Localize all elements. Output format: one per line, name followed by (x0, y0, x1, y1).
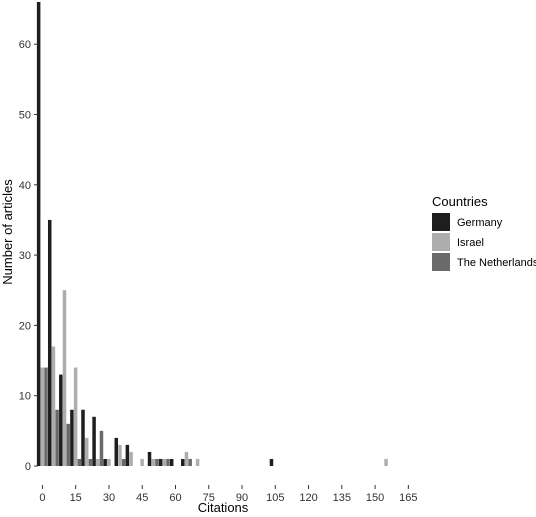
bar (125, 444, 130, 466)
bar (384, 458, 388, 466)
y-tick-label: 50 (19, 109, 31, 121)
bar (51, 346, 56, 466)
bar (81, 409, 85, 466)
x-axis-title: Citations (198, 500, 249, 515)
x-tick-label: 60 (169, 492, 181, 504)
x-tick-label: 30 (103, 492, 115, 504)
x-tick-label: 75 (203, 492, 215, 504)
bar (107, 458, 111, 466)
y-tick-label: 0 (25, 461, 31, 473)
bar (66, 423, 70, 466)
bar (158, 458, 163, 466)
bar (55, 409, 59, 466)
y-tick-label: 30 (19, 250, 31, 262)
bars (36, 2, 388, 466)
bar (92, 416, 96, 466)
bar (118, 444, 122, 466)
bar (151, 458, 155, 466)
bar (147, 451, 152, 466)
bar (181, 458, 185, 466)
legend-label: The Netherlands (457, 257, 536, 269)
bar (269, 458, 274, 466)
bar (129, 451, 133, 466)
y-tick-label: 40 (19, 180, 31, 192)
bar (99, 430, 104, 466)
bar (36, 2, 41, 466)
bar (184, 451, 189, 466)
x-tick-label: 105 (266, 492, 284, 504)
x-tick-label: 165 (399, 492, 417, 504)
legend-key (432, 213, 450, 231)
bar (103, 458, 107, 466)
bar (40, 367, 45, 466)
x-tick-label: 15 (70, 492, 82, 504)
y-tick-label: 10 (19, 391, 31, 403)
legend-title: Countries (432, 194, 488, 209)
x-tick-label: 90 (236, 492, 248, 504)
y-axis-title: Number of articles (0, 179, 15, 285)
bar (84, 437, 89, 466)
bar (195, 458, 200, 466)
bar (47, 219, 52, 466)
bar (188, 458, 192, 466)
bar (96, 458, 100, 466)
bar (166, 458, 170, 466)
x-tick-label: 120 (299, 492, 317, 504)
bar (162, 458, 167, 466)
bar (62, 290, 67, 466)
bar (121, 458, 126, 466)
x-tick-label: 135 (333, 492, 351, 504)
bar (73, 367, 78, 466)
bar (77, 458, 82, 466)
bar (88, 458, 93, 466)
bar (155, 458, 159, 466)
x-tick-label: 150 (366, 492, 384, 504)
bar (70, 409, 74, 466)
y-tick-label: 20 (19, 320, 31, 332)
bar (140, 458, 144, 466)
x-tick-label: 45 (136, 492, 148, 504)
legend-key (432, 233, 450, 251)
bar (169, 458, 174, 466)
legend-label: Israel (457, 237, 484, 249)
axes: 0 10 20 30 40 50 60 0 15 30 45 60 75 90 105 120 135 150 16… (19, 39, 418, 504)
y-tick-label: 60 (19, 39, 31, 51)
legend-key (432, 253, 450, 271)
bar (59, 374, 63, 466)
legend: Countries Germany Israel The Netherlands (432, 194, 536, 271)
bar (114, 437, 119, 466)
legend-label: Germany (457, 217, 503, 229)
x-tick-label: 0 (39, 492, 45, 504)
bar (44, 367, 48, 466)
